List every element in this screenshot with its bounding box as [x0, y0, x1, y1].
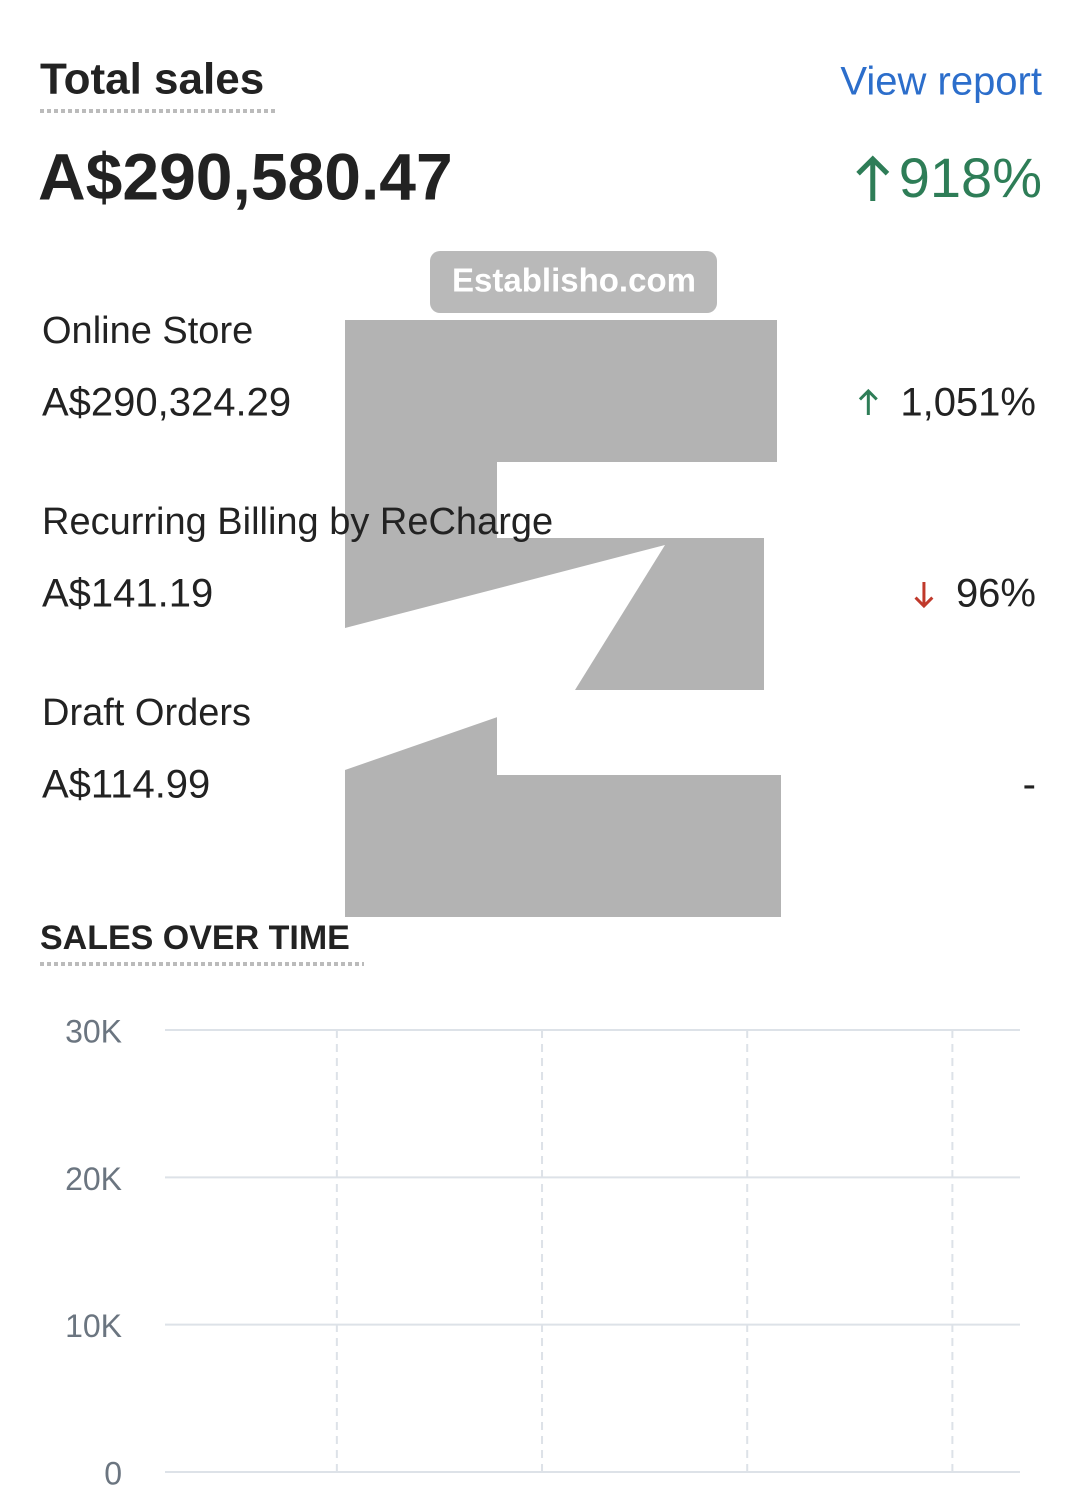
- watermark-logo: [345, 320, 781, 917]
- chart: 0 10K 20K 30K: [65, 1013, 1020, 1491]
- channel-name: Draft Orders: [42, 692, 251, 734]
- channel-name: Online Store: [42, 310, 253, 352]
- channel-trend-arrow: [858, 388, 878, 415]
- watermark-badge: [430, 251, 717, 313]
- channel-amount: A$141.19: [42, 572, 213, 616]
- channel-name: Recurring Billing by ReCharge: [42, 501, 553, 543]
- channel-amount: A$290,324.29: [42, 381, 291, 425]
- channel-change: -: [1023, 763, 1036, 807]
- chart-title: SALES OVER TIME: [40, 919, 350, 957]
- y-tick-label: 20K: [65, 1161, 122, 1197]
- total-amount: A$290,580.47: [38, 139, 453, 213]
- channel-change: 96%: [956, 572, 1036, 616]
- trend-arrow: [856, 155, 890, 201]
- view-report-link[interactable]: View report: [840, 60, 1042, 104]
- channel-amount: A$114.99: [42, 763, 210, 807]
- watermark-text: Establisho.com: [452, 262, 696, 299]
- channel-list: Online Store A$290,324.29 1,051% Recurring …: [42, 310, 1036, 807]
- card-title: Total sales: [40, 55, 264, 104]
- channel-change: 1,051%: [900, 381, 1036, 425]
- y-tick-label: 10K: [65, 1308, 122, 1344]
- total-change: 918%: [899, 146, 1042, 209]
- channel-trend-arrow: [914, 582, 934, 609]
- y-tick-label: 30K: [65, 1013, 122, 1049]
- y-tick-label: 0: [104, 1455, 122, 1491]
